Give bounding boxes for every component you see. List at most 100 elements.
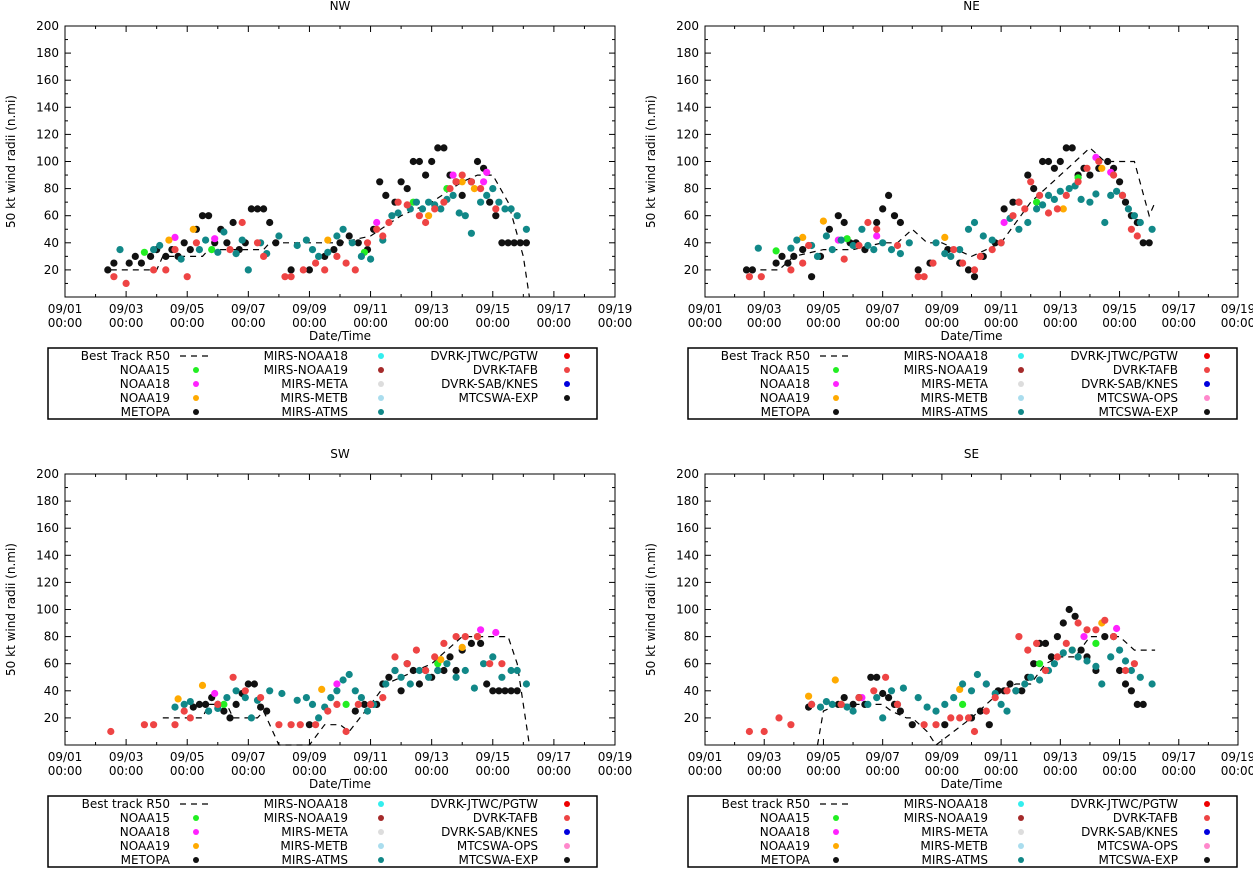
x-axis-label: Date/Time [940,329,1002,343]
data-point [397,687,405,695]
data-point [342,727,350,736]
x-tick-label-date: 09/07 [865,750,900,764]
series-noaa19 [805,619,1106,700]
data-point [363,707,372,715]
y-tick-label: 60 [44,209,59,223]
x-tick-label-time: 00:00 [747,764,782,778]
legend-symbol [1018,395,1024,401]
data-point [899,684,908,692]
legend-symbol [193,367,199,373]
x-tick-label-date: 09/17 [1161,750,1196,764]
data-point [180,700,188,709]
data-point [458,178,466,186]
data-point [970,266,979,274]
data-point [473,157,482,166]
x-tick-label: 09/01 00:00 [688,302,723,330]
data-point [837,700,845,709]
data-point [211,689,219,698]
data-point [799,246,807,254]
data-point [137,259,145,267]
legend-label: NOAA19 [760,391,810,405]
data-point [1068,144,1076,152]
data-point [1003,707,1011,715]
data-point [1059,205,1067,213]
data-point [379,694,387,702]
data-point [391,653,399,661]
y-axis-label: 50 kt wind radii (n.mi) [644,543,658,676]
data-point [849,241,857,250]
x-tick-label-date: 09/05 [806,750,841,764]
data-point [1124,205,1132,213]
legend-symbol [833,367,839,373]
data-point [238,218,246,227]
data-point [501,687,509,695]
data-point [1024,171,1032,179]
data-point [1074,619,1082,627]
x-tick-label-time: 00:00 [865,764,900,778]
data-point [296,721,304,729]
x-tick-label-time: 00:00 [1221,764,1253,778]
legend-label: METOPA [121,405,171,419]
data-point [394,209,402,217]
data-point [189,225,197,233]
legend-label: Best track R50 [82,797,170,811]
legend-label: METOPA [761,853,811,867]
data-point [920,273,928,281]
data-point [461,633,469,641]
legend-symbol [378,353,384,359]
data-point [486,198,494,206]
data-point [870,246,878,254]
data-point [266,218,274,227]
x-tick-label: 09/15 00:00 [475,302,510,330]
x-tick-label: 09/09 00:00 [925,750,960,778]
data-point [504,239,512,247]
legend-symbol [193,395,199,401]
data-point [348,239,356,247]
y-tick-label: 20 [44,263,59,277]
data-point [238,236,246,244]
data-point [425,673,433,681]
y-tick-label: 40 [684,236,699,250]
data-point [287,266,295,274]
data-point [760,727,768,736]
legend-box [47,347,598,420]
data-point [281,273,289,281]
y-tick-label: 80 [684,182,699,196]
data-point [1074,653,1082,661]
legend-symbol [1018,381,1024,387]
data-point [315,252,323,260]
data-point [452,178,460,186]
data-point [941,721,949,729]
x-tick-label-date: 09/11 [353,302,388,316]
data-point [1044,191,1053,199]
best-track-line [816,635,1156,746]
data-point [226,714,234,722]
data-point [461,666,469,675]
x-tick-label-time: 00:00 [1161,764,1196,778]
data-point [367,255,375,263]
x-tick-label: 09/03 00:00 [109,750,144,778]
x-tick-label: 09/01 00:00 [48,302,83,330]
data-point [342,700,350,709]
data-point [1148,680,1156,688]
x-tick-label-date: 09/15 [475,302,510,316]
legend-label: MTCSWA-OPS [1097,391,1178,405]
plot-frame [704,473,1239,746]
data-point [415,157,423,166]
data-point [991,694,999,702]
data-point [1083,657,1091,665]
legend-symbol [1204,353,1210,359]
data-point [1033,205,1041,213]
data-point [1059,649,1067,657]
legend-label: MTCSWA-OPS [1097,839,1178,853]
data-point [1107,653,1115,661]
data-point [775,714,783,722]
data-point [1136,218,1144,227]
data-point [1050,660,1058,668]
legend-label: Best Track R50 [81,349,170,363]
data-point [879,689,887,698]
data-point [308,246,317,254]
data-point [1044,157,1053,166]
legend-label: MIRS-ATMS [922,853,989,867]
data-point [171,246,179,254]
